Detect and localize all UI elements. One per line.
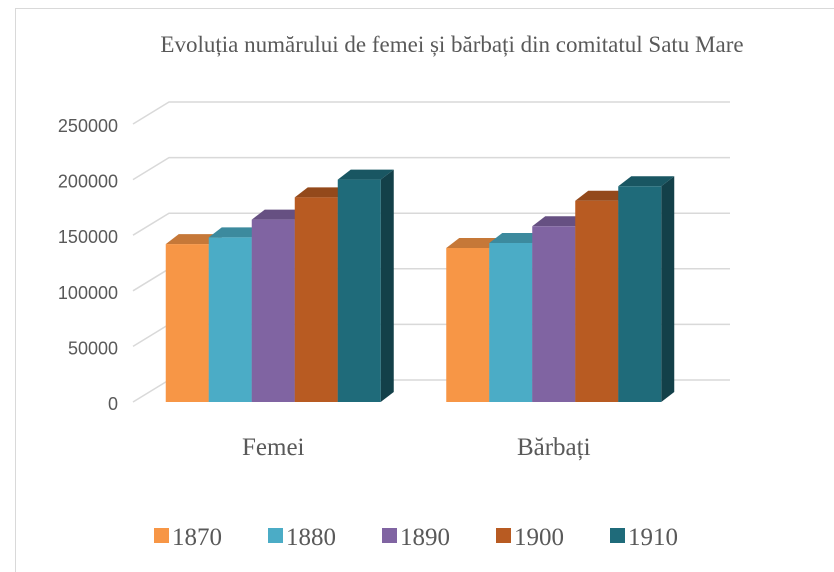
bar [575, 200, 619, 402]
bar [532, 226, 576, 402]
x-tick-label: Bărbați [517, 434, 591, 461]
y-tick-label: 200000 [58, 172, 118, 192]
bar-side [380, 169, 394, 402]
bar-top [489, 232, 546, 243]
legend-swatch [610, 528, 625, 543]
y-tick-label: 0 [108, 394, 118, 414]
legend-swatch [496, 528, 511, 543]
legend-label: 1910 [628, 524, 678, 551]
legend-label: 1900 [514, 524, 564, 551]
y-tick-label: 250000 [58, 116, 118, 136]
bar-top [294, 187, 351, 198]
grid-line [132, 156, 730, 181]
bar-top [446, 237, 503, 248]
legend-label: 1870 [172, 524, 222, 551]
legend-label: 1880 [286, 524, 336, 551]
bar-top [532, 216, 589, 227]
legend-swatch [154, 528, 169, 543]
grid-line [132, 212, 730, 236]
y-tick-label: 50000 [68, 338, 118, 358]
bar-top [251, 209, 308, 220]
bar [618, 186, 662, 402]
bar [489, 242, 533, 402]
chart-title: Evoluția numărului de femei și bărbați d… [160, 32, 744, 57]
bar-side [661, 176, 675, 402]
bar-top [208, 227, 265, 238]
chart-border [15, 8, 834, 572]
bar-top [337, 169, 394, 180]
bar-top [165, 234, 222, 245]
bar [208, 237, 252, 402]
legend-label: 1890 [400, 524, 450, 551]
y-tick-label: 150000 [58, 227, 118, 247]
bar [294, 197, 338, 402]
y-tick-label: 100000 [58, 283, 118, 303]
legend-swatch [268, 528, 283, 543]
legend-swatch [382, 528, 397, 543]
bar [251, 219, 295, 402]
grid-line [132, 101, 730, 125]
bar [446, 247, 490, 402]
bar-top [575, 190, 632, 201]
bar [337, 179, 381, 402]
x-tick-label: Femei [242, 434, 305, 461]
bar-top [618, 176, 675, 187]
bar [165, 244, 209, 402]
